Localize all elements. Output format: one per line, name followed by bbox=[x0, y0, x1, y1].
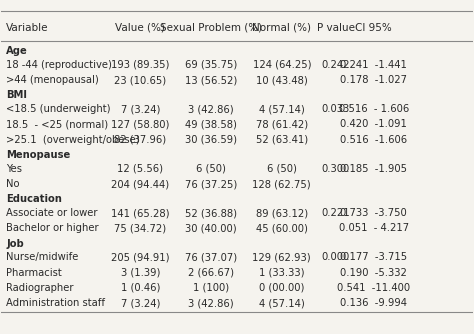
Text: 0.221: 0.221 bbox=[322, 208, 350, 218]
Text: 141 (65.28): 141 (65.28) bbox=[111, 208, 170, 218]
Text: Associate or lower: Associate or lower bbox=[6, 208, 98, 218]
Text: Variable: Variable bbox=[6, 23, 49, 33]
Text: 0.033: 0.033 bbox=[322, 104, 350, 114]
Text: 1 (33.33): 1 (33.33) bbox=[259, 268, 304, 278]
Text: 204 (94.44): 204 (94.44) bbox=[111, 179, 170, 189]
Text: Value (%): Value (%) bbox=[116, 23, 165, 33]
Text: Yes: Yes bbox=[6, 164, 22, 174]
Text: Job: Job bbox=[6, 238, 24, 248]
Text: 128 (62.75): 128 (62.75) bbox=[253, 179, 311, 189]
Text: 18 -44 (reproductive): 18 -44 (reproductive) bbox=[6, 60, 112, 70]
Text: 3 (1.39): 3 (1.39) bbox=[121, 268, 160, 278]
Text: 89 (63.12): 89 (63.12) bbox=[255, 208, 308, 218]
Text: CI 95%: CI 95% bbox=[356, 23, 392, 33]
Text: <18.5 (underweight): <18.5 (underweight) bbox=[6, 104, 110, 114]
Text: 13 (56.52): 13 (56.52) bbox=[185, 75, 237, 85]
Text: Radiographer: Radiographer bbox=[6, 283, 73, 293]
Text: Sexual Problem (%): Sexual Problem (%) bbox=[160, 23, 262, 33]
Text: 75 (34.72): 75 (34.72) bbox=[114, 223, 166, 233]
Text: 45 (60.00): 45 (60.00) bbox=[256, 223, 308, 233]
Text: 0.051  - 4.217: 0.051 - 4.217 bbox=[338, 223, 409, 233]
Text: Administration staff: Administration staff bbox=[6, 298, 105, 308]
Text: 0 (00.00): 0 (00.00) bbox=[259, 283, 304, 293]
Text: 0.177  -3.715: 0.177 -3.715 bbox=[340, 252, 407, 262]
Text: 69 (35.75): 69 (35.75) bbox=[185, 60, 237, 70]
Text: 0.420  -1.091: 0.420 -1.091 bbox=[340, 119, 407, 129]
Text: 3 (42.86): 3 (42.86) bbox=[188, 298, 234, 308]
Text: BMI: BMI bbox=[6, 91, 27, 101]
Text: 7 (3.24): 7 (3.24) bbox=[121, 104, 160, 114]
Text: 6 (50): 6 (50) bbox=[196, 164, 226, 174]
Text: Normal (%): Normal (%) bbox=[252, 23, 311, 33]
Text: 1 (0.46): 1 (0.46) bbox=[121, 283, 160, 293]
Text: 52 (63.41): 52 (63.41) bbox=[255, 135, 308, 145]
Text: Nurse/midwife: Nurse/midwife bbox=[6, 252, 79, 262]
Text: 0.185  -1.905: 0.185 -1.905 bbox=[340, 164, 407, 174]
Text: Bachelor or higher: Bachelor or higher bbox=[6, 223, 99, 233]
Text: 18.5  - <25 (normal): 18.5 - <25 (normal) bbox=[6, 119, 108, 129]
Text: 23 (10.65): 23 (10.65) bbox=[114, 75, 166, 85]
Text: 30 (36.59): 30 (36.59) bbox=[185, 135, 237, 145]
Text: >25.1  (overweight/obese): >25.1 (overweight/obese) bbox=[6, 135, 140, 145]
Text: 0.300: 0.300 bbox=[322, 164, 350, 174]
Text: No: No bbox=[6, 179, 19, 189]
Text: 0.516  -1.606: 0.516 -1.606 bbox=[340, 135, 407, 145]
Text: 129 (62.93): 129 (62.93) bbox=[253, 252, 311, 262]
Text: 0.541  -11.400: 0.541 -11.400 bbox=[337, 283, 410, 293]
Text: 4 (57.14): 4 (57.14) bbox=[259, 298, 305, 308]
Text: 0.516  - 1.606: 0.516 - 1.606 bbox=[338, 104, 409, 114]
Text: 1 (100): 1 (100) bbox=[193, 283, 229, 293]
Text: Pharmacist: Pharmacist bbox=[6, 268, 62, 278]
Text: 127 (58.80): 127 (58.80) bbox=[111, 119, 170, 129]
Text: 3 (42.86): 3 (42.86) bbox=[188, 104, 234, 114]
Text: 52 (36.88): 52 (36.88) bbox=[185, 208, 237, 218]
Text: P value: P value bbox=[317, 23, 355, 33]
Text: 0.241  -1.441: 0.241 -1.441 bbox=[340, 60, 407, 70]
Text: 0.733  -3.750: 0.733 -3.750 bbox=[340, 208, 407, 218]
Text: 4 (57.14): 4 (57.14) bbox=[259, 104, 305, 114]
Text: 6 (50): 6 (50) bbox=[267, 164, 297, 174]
Text: 2 (66.67): 2 (66.67) bbox=[188, 268, 234, 278]
Text: 30 (40.00): 30 (40.00) bbox=[185, 223, 237, 233]
Text: 10 (43.48): 10 (43.48) bbox=[256, 75, 308, 85]
Text: 78 (61.42): 78 (61.42) bbox=[255, 119, 308, 129]
Text: 193 (89.35): 193 (89.35) bbox=[111, 60, 170, 70]
Text: 124 (64.25): 124 (64.25) bbox=[253, 60, 311, 70]
Text: 12 (5.56): 12 (5.56) bbox=[118, 164, 164, 174]
Text: 76 (37.07): 76 (37.07) bbox=[185, 252, 237, 262]
Text: 0.000: 0.000 bbox=[322, 252, 350, 262]
Text: 0.242: 0.242 bbox=[322, 60, 350, 70]
Text: >44 (menopausal): >44 (menopausal) bbox=[6, 75, 99, 85]
Text: Menopause: Menopause bbox=[6, 150, 70, 160]
Text: 205 (94.91): 205 (94.91) bbox=[111, 252, 170, 262]
Text: 76 (37.25): 76 (37.25) bbox=[185, 179, 237, 189]
Text: Age: Age bbox=[6, 46, 28, 56]
Text: 0.136  -9.994: 0.136 -9.994 bbox=[340, 298, 407, 308]
Text: 49 (38.58): 49 (38.58) bbox=[185, 119, 237, 129]
Text: 82 (37.96): 82 (37.96) bbox=[114, 135, 166, 145]
Text: 0.190  -5.332: 0.190 -5.332 bbox=[340, 268, 407, 278]
Text: 7 (3.24): 7 (3.24) bbox=[121, 298, 160, 308]
Text: 0.178  -1.027: 0.178 -1.027 bbox=[340, 75, 407, 85]
Text: Education: Education bbox=[6, 194, 62, 204]
